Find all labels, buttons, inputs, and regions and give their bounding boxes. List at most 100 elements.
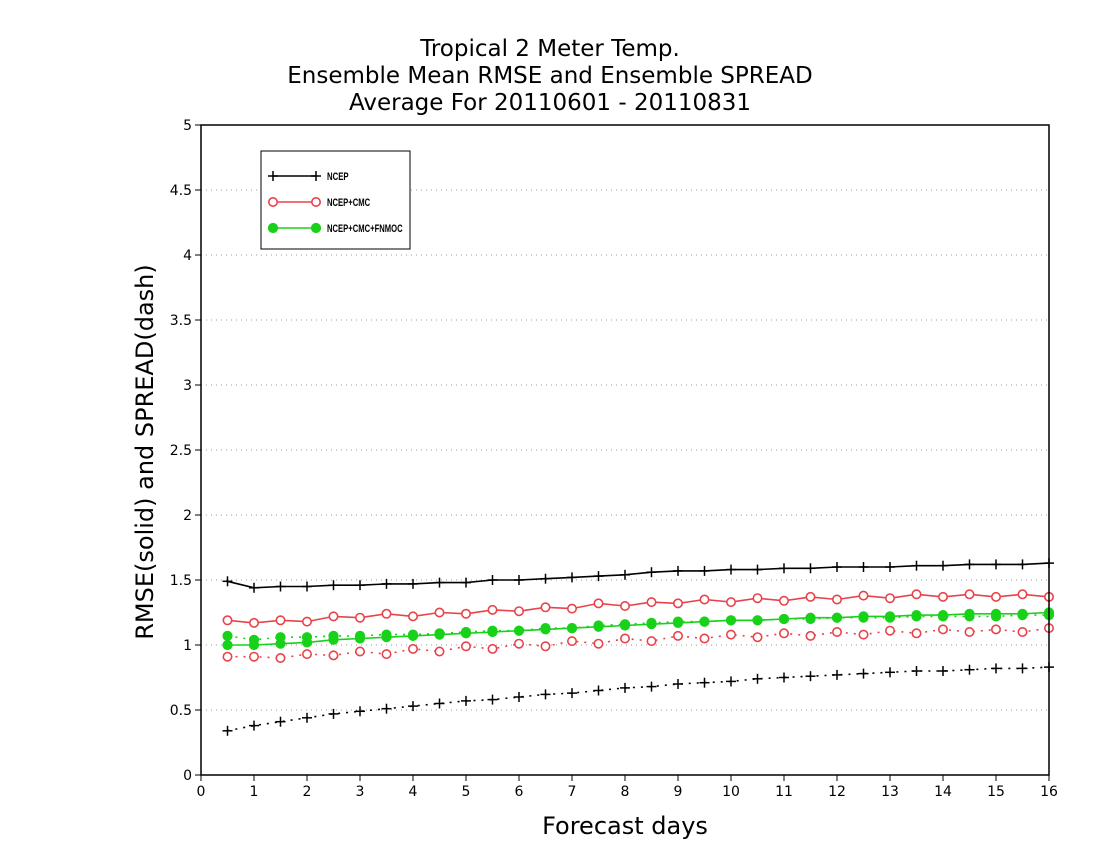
- series-ncep-cmc-rmse-point: [1017, 589, 1028, 600]
- y-tick-label: 4: [183, 248, 192, 264]
- series-ncep-spread-point: [832, 669, 842, 680]
- x-tick-label: 2: [303, 784, 312, 800]
- grid-lines: [201, 189, 1049, 711]
- series-ncep-rmse-point: [726, 564, 736, 575]
- series-ncep-cmc-spread-point: [275, 652, 286, 663]
- series-ncep-cmc-rmse-point: [699, 594, 710, 605]
- series-ncep-cmc-fnmoc-rmse-point: [381, 632, 392, 643]
- y-tick-label: 1: [183, 638, 192, 654]
- chart-title-line-2: Ensemble Mean RMSE and Ensemble SPREAD: [287, 63, 813, 89]
- series-ncep-cmc-fnmoc-rmse-point: [222, 639, 233, 651]
- series-ncep-cmc-spread-point: [354, 646, 365, 657]
- series-ncep-cmc-fnmoc-rmse-point: [752, 615, 763, 626]
- series-ncep-cmc-spread-point: [434, 646, 445, 657]
- x-tick-label: 4: [409, 784, 418, 800]
- series-ncep-rmse-point: [567, 572, 577, 583]
- y-tick-label: 1.5: [170, 573, 192, 589]
- series-ncep-rmse-point: [408, 578, 418, 589]
- y-tick-label: 3: [183, 378, 192, 394]
- series-ncep-cmc-spread-point: [566, 636, 577, 647]
- y-tick-label: 5: [183, 118, 192, 134]
- series-ncep-cmc-fnmoc-rmse-point: [619, 620, 631, 631]
- series-ncep-spread-point: [991, 663, 1001, 674]
- series-ncep-cmc-fnmoc-spread-line: [227, 614, 1049, 641]
- legend-box: [260, 150, 411, 250]
- series-ncep-rmse-point: [275, 581, 286, 592]
- chart-title-line-1: Tropical 2 Meter Temp.: [420, 36, 680, 62]
- series-ncep-rmse-point: [461, 577, 471, 588]
- series-ncep-cmc-rmse-point: [381, 608, 392, 619]
- series-ncep-cmc-fnmoc-rmse-point: [407, 630, 419, 642]
- series-ncep-cmc-rmse-point: [725, 597, 736, 608]
- series-ncep-spread-point: [858, 668, 869, 679]
- series-ncep-cmc-fnmoc-rmse-point: [434, 629, 445, 640]
- x-tick-label: 11: [775, 784, 793, 800]
- x-tick-label: 5: [462, 784, 471, 800]
- series-ncep-cmc-rmse-point: [672, 598, 683, 609]
- series-ncep-cmc-spread-point: [884, 625, 895, 636]
- series-ncep-cmc-spread-point: [964, 626, 975, 637]
- series-ncep-cmc-spread-point: [646, 636, 657, 647]
- series-ncep-rmse-point: [487, 575, 498, 585]
- series-ncep-cmc-fnmoc-rmse-point: [540, 624, 551, 635]
- series-ncep-cmc-rmse-point: [990, 591, 1001, 602]
- series-ncep-cmc-spread-point: [672, 630, 683, 641]
- series-ncep-cmc-spread-point: [222, 651, 233, 662]
- series-ncep-spread-point: [699, 677, 710, 688]
- series-ncep-cmc-spread-point: [937, 624, 948, 635]
- series-ncep-cmc-fnmoc-rmse-point: [805, 612, 816, 623]
- series-ncep-rmse-point: [673, 565, 683, 576]
- series-ncep-rmse-point: [858, 562, 869, 572]
- series-ncep-spread-point: [805, 671, 816, 682]
- legend-label-ncep-cmc-fnmoc: NCEP+CMC+FNMOC: [327, 223, 403, 235]
- series-ncep-cmc-rmse-point: [434, 607, 445, 618]
- series-ncep-spread-point: [381, 703, 392, 714]
- x-tick-label: 0: [197, 784, 206, 800]
- series-ncep-cmc-rmse-point: [646, 597, 657, 608]
- x-tick-label: 8: [621, 784, 630, 800]
- series-ncep-rmse-point: [991, 559, 1001, 570]
- series-ncep-cmc-rmse-point: [619, 600, 630, 611]
- series-ncep-cmc-spread-point: [990, 624, 1001, 635]
- series-ncep-cmc-fnmoc-rmse-point: [301, 637, 313, 648]
- legend-swatch-marker: [310, 222, 322, 234]
- series-ncep-cmc-fnmoc-rmse-point: [460, 628, 472, 639]
- x-tick-label: 7: [568, 784, 577, 800]
- series-ncep-spread-point: [249, 720, 259, 731]
- series-ncep-spread-point: [646, 681, 657, 692]
- series-ncep-cmc-rmse-point: [487, 604, 498, 615]
- series-ncep-cmc-rmse-point: [249, 617, 260, 628]
- series-ncep-cmc-spread-point: [725, 629, 736, 640]
- y-tick-label: 0: [183, 768, 192, 784]
- series-ncep-cmc-rmse-point: [407, 611, 418, 622]
- series-ncep-cmc-spread-point: [911, 628, 922, 639]
- y-tick-label: 0.5: [170, 703, 192, 719]
- series-ncep-cmc-spread-point: [301, 649, 312, 660]
- chart-title-line-3: Average For 20110601 - 20110831: [348, 90, 752, 116]
- series-ncep-cmc-rmse-point: [937, 591, 948, 602]
- series-ncep-spread-point: [355, 706, 365, 717]
- y-axis-label: RMSE(solid) and SPREAD(dash): [131, 264, 159, 640]
- x-tick-label: 9: [674, 784, 683, 800]
- series-ncep-cmc-spread-point: [1017, 626, 1028, 637]
- y-tick-label: 2: [183, 508, 192, 524]
- series-ncep-spread-point: [328, 708, 339, 719]
- series-ncep-spread-point: [938, 666, 948, 676]
- x-tick-label: 3: [356, 784, 365, 800]
- series-ncep-cmc-fnmoc-rmse-point: [354, 633, 366, 644]
- series-ncep-spread-point: [1017, 663, 1028, 674]
- axes: 00.511.522.533.544.550 1 2 3 4 5 6 7 8 9 10 11 12 13 1…: [170, 118, 1058, 800]
- legend-swatch-marker: [267, 222, 279, 234]
- series-ncep-cmc-rmse-point: [566, 603, 577, 614]
- series-ncep-cmc-fnmoc-rmse-point: [566, 623, 578, 634]
- legend-label-ncep-cmc: NCEP+CMC: [327, 197, 370, 209]
- x-tick-label: 13: [881, 784, 899, 800]
- series-ncep-cmc-fnmoc-rmse-point: [990, 608, 1002, 619]
- x-tick-label: 6: [515, 784, 524, 800]
- series-ncep-spread-point: [726, 676, 736, 687]
- series-ncep-cmc-spread-point: [460, 641, 471, 652]
- series-ncep-rmse-point: [699, 565, 710, 576]
- series-ncep-cmc-spread-point: [381, 649, 392, 660]
- series-ncep-cmc-spread-point: [487, 643, 498, 654]
